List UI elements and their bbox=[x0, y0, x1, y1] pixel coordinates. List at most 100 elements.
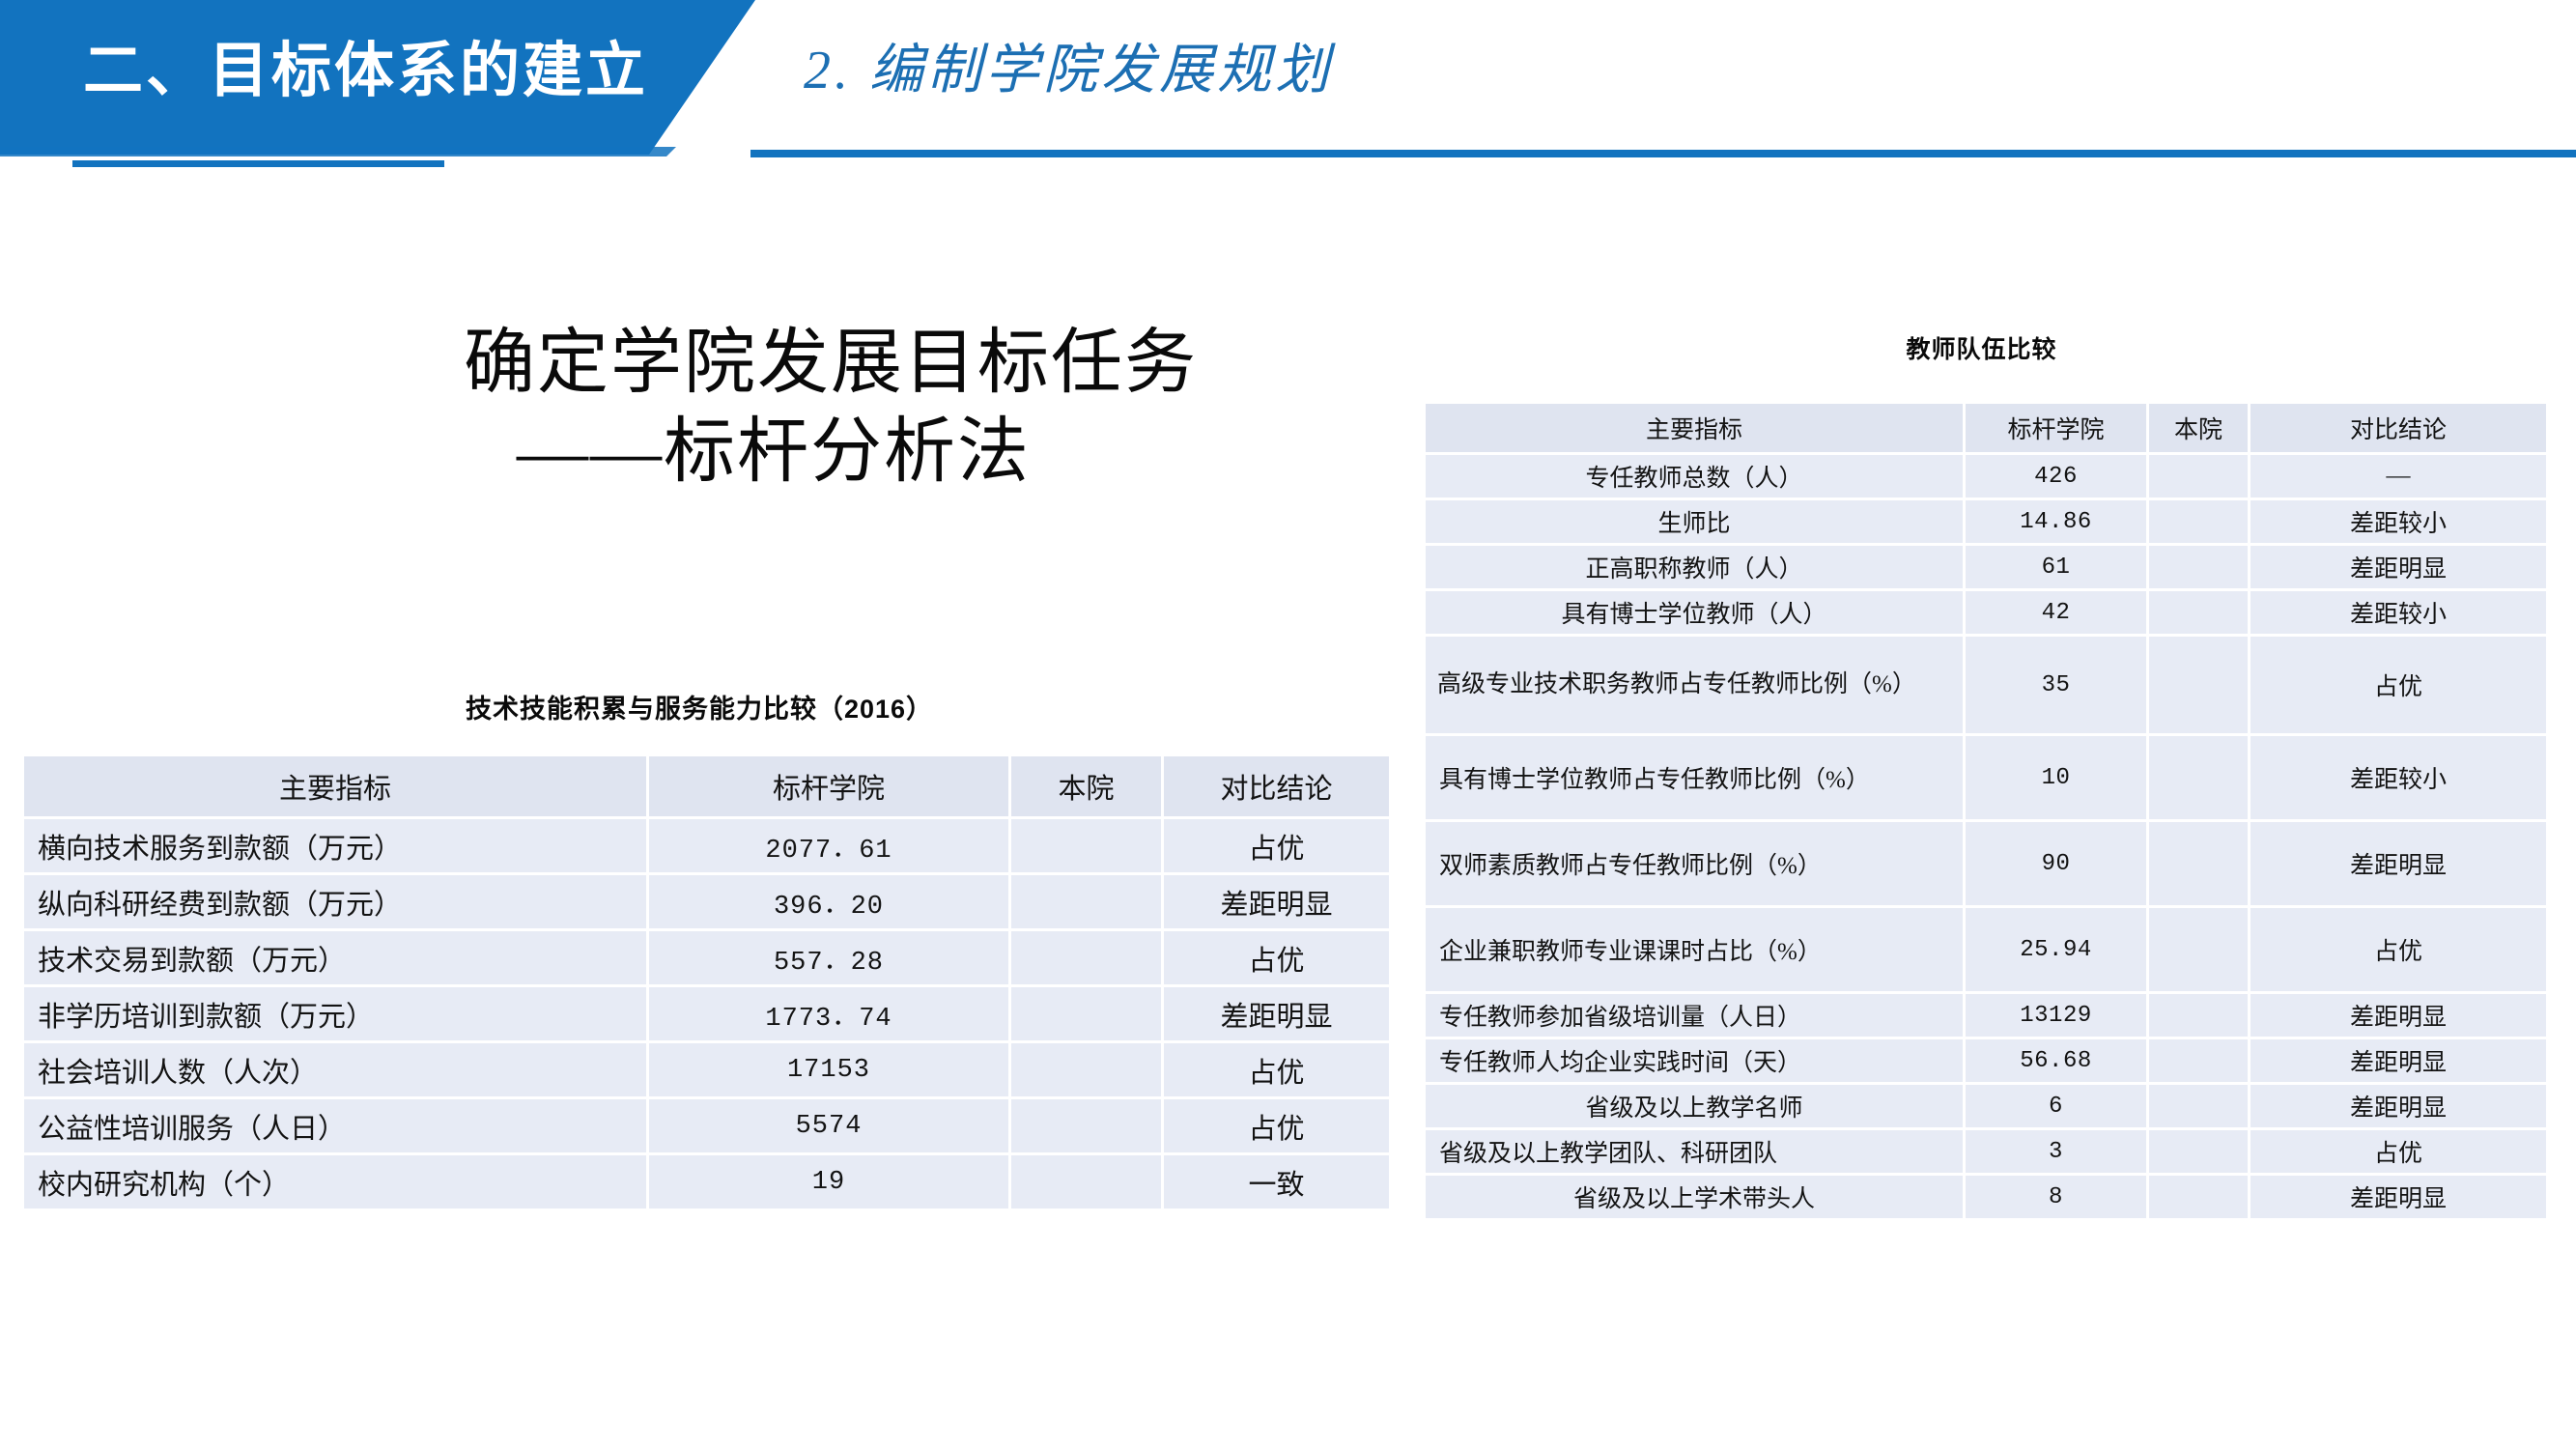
cell-benchmark-value: 5574 bbox=[649, 1099, 1008, 1152]
table-row: 公益性培训服务（人日） 5574 占优 bbox=[24, 1099, 1389, 1152]
table-row: 省级及以上教学名师 6 差距明显 bbox=[1426, 1085, 2546, 1127]
subsection-title: 2. 编制学院发展规划 bbox=[804, 41, 1333, 100]
cell-indicator: 双师素质教师占专任教师比例（%） bbox=[1426, 822, 1963, 905]
page-title-line2: ——标杆分析法 bbox=[517, 412, 1031, 492]
cell-own-value bbox=[1011, 1043, 1161, 1096]
cell-indicator: 专任教师参加省级培训量（人日） bbox=[1426, 994, 1963, 1037]
technical-service-comparison-table: 主要指标 标杆学院 本院 对比结论 横向技术服务到款额（万元） 2077．61 占优… bbox=[21, 753, 1392, 1211]
col-indicator: 主要指标 bbox=[24, 756, 646, 816]
table-row: 正高职称教师（人） 61 差距明显 bbox=[1426, 546, 2546, 588]
table-row: 具有博士学位教师（人） 42 差距较小 bbox=[1426, 591, 2546, 634]
cell-benchmark-value: 17153 bbox=[649, 1043, 1008, 1096]
cell-own-value bbox=[2149, 1039, 2248, 1082]
table-row: 省级及以上教学团队、科研团队 3 占优 bbox=[1426, 1130, 2546, 1173]
table-header-row: 主要指标 标杆学院 本院 对比结论 bbox=[1426, 404, 2546, 452]
table-row: 高级专业技术职务教师占专任教师比例（%） 35 占优 bbox=[1426, 637, 2546, 733]
cell-benchmark-value: 42 bbox=[1966, 591, 2146, 634]
cell-indicator: 专任教师总数（人） bbox=[1426, 455, 1963, 498]
table-row: 企业兼职教师专业课课时占比（%） 25.94 占优 bbox=[1426, 908, 2546, 991]
cell-own-value bbox=[2149, 500, 2248, 543]
cell-conclusion: — bbox=[2250, 455, 2546, 498]
cell-own-value bbox=[1011, 1099, 1161, 1152]
cell-own-value bbox=[2149, 908, 2248, 991]
cell-benchmark-value: 1773．74 bbox=[649, 987, 1008, 1040]
table-row: 非学历培训到款额（万元） 1773．74 差距明显 bbox=[24, 987, 1389, 1040]
cell-benchmark-value: 19 bbox=[649, 1155, 1008, 1208]
header-underline-right bbox=[750, 150, 2576, 157]
cell-benchmark-value: 426 bbox=[1966, 455, 2146, 498]
cell-own-value bbox=[2149, 591, 2248, 634]
col-own: 本院 bbox=[1011, 756, 1161, 816]
table-row: 校内研究机构（个） 19 一致 bbox=[24, 1155, 1389, 1208]
page-title-line1: 确定学院发展目标任务 bbox=[464, 324, 1198, 403]
cell-conclusion: 差距较小 bbox=[2250, 736, 2546, 819]
table-header-row: 主要指标 标杆学院 本院 对比结论 bbox=[24, 756, 1389, 816]
table-row: 横向技术服务到款额（万元） 2077．61 占优 bbox=[24, 819, 1389, 872]
cell-benchmark-value: 396．20 bbox=[649, 875, 1008, 928]
cell-benchmark-value: 3 bbox=[1966, 1130, 2146, 1173]
cell-benchmark-value: 56.68 bbox=[1966, 1039, 2146, 1082]
faculty-comparison-table: 主要指标 标杆学院 本院 对比结论 专任教师总数（人） 426— 生师比 14.86 差… bbox=[1423, 401, 2549, 1221]
cell-benchmark-value: 6 bbox=[1966, 1085, 2146, 1127]
cell-indicator: 省级及以上学术带头人 bbox=[1426, 1176, 1963, 1218]
cell-indicator: 正高职称教师（人） bbox=[1426, 546, 1963, 588]
col-conclusion: 对比结论 bbox=[1164, 756, 1389, 816]
table-row: 生师比 14.86 差距较小 bbox=[1426, 500, 2546, 543]
table-row: 社会培训人数（人次） 17153 占优 bbox=[24, 1043, 1389, 1096]
cell-indicator: 公益性培训服务（人日） bbox=[24, 1099, 646, 1152]
cell-indicator: 技术交易到款额（万元） bbox=[24, 931, 646, 984]
header-band-shadow bbox=[0, 147, 676, 156]
cell-conclusion: 占优 bbox=[2250, 637, 2546, 733]
cell-conclusion: 差距明显 bbox=[2250, 1176, 2546, 1218]
col-indicator: 主要指标 bbox=[1426, 404, 1963, 452]
cell-benchmark-value: 10 bbox=[1966, 736, 2146, 819]
cell-benchmark-value: 90 bbox=[1966, 822, 2146, 905]
right-table-caption: 教师队伍比较 bbox=[1906, 336, 2057, 363]
cell-own-value bbox=[2149, 1176, 2248, 1218]
cell-indicator: 具有博士学位教师（人） bbox=[1426, 591, 1963, 634]
header-underline-left bbox=[72, 160, 444, 167]
cell-conclusion: 差距明显 bbox=[2250, 994, 2546, 1037]
cell-conclusion: 差距较小 bbox=[2250, 591, 2546, 634]
cell-benchmark-value: 557．28 bbox=[649, 931, 1008, 984]
cell-conclusion: 占优 bbox=[1164, 1099, 1389, 1152]
cell-indicator: 省级及以上教学名师 bbox=[1426, 1085, 1963, 1127]
cell-indicator: 纵向科研经费到款额（万元） bbox=[24, 875, 646, 928]
cell-indicator: 社会培训人数（人次） bbox=[24, 1043, 646, 1096]
cell-conclusion: 差距明显 bbox=[1164, 875, 1389, 928]
cell-own-value bbox=[1011, 987, 1161, 1040]
cell-conclusion: 占优 bbox=[1164, 819, 1389, 872]
page-title: 确定学院发展目标任务 ——标杆分析法 bbox=[367, 319, 1294, 497]
cell-own-value bbox=[2149, 1130, 2248, 1173]
cell-conclusion: 占优 bbox=[2250, 1130, 2546, 1173]
col-own: 本院 bbox=[2149, 404, 2248, 452]
cell-own-value bbox=[2149, 822, 2248, 905]
cell-conclusion: 占优 bbox=[2250, 908, 2546, 991]
cell-own-value bbox=[2149, 736, 2248, 819]
cell-own-value bbox=[2149, 637, 2248, 733]
cell-indicator: 具有博士学位教师占专任教师比例（%） bbox=[1426, 736, 1963, 819]
cell-benchmark-value: 13129 bbox=[1966, 994, 2146, 1037]
cell-conclusion: 差距明显 bbox=[2250, 1039, 2546, 1082]
cell-benchmark-value: 14.86 bbox=[1966, 500, 2146, 543]
cell-own-value bbox=[1011, 931, 1161, 984]
section-title: 二、目标体系的建立 bbox=[83, 38, 649, 104]
table-row: 省级及以上学术带头人 8 差距明显 bbox=[1426, 1176, 2546, 1218]
cell-own-value bbox=[2149, 1085, 2248, 1127]
left-table-caption: 技术技能积累与服务能力比较（2016） bbox=[465, 695, 934, 724]
cell-benchmark-value: 2077．61 bbox=[649, 819, 1008, 872]
table-row: 专任教师总数（人） 426 — bbox=[1426, 455, 2546, 498]
cell-conclusion: 一致 bbox=[1164, 1155, 1389, 1208]
cell-own-value bbox=[1011, 1155, 1161, 1208]
cell-benchmark-value: 61 bbox=[1966, 546, 2146, 588]
cell-indicator: 省级及以上教学团队、科研团队 bbox=[1426, 1130, 1963, 1173]
col-benchmark: 标杆学院 bbox=[1966, 404, 2146, 452]
cell-own-value bbox=[1011, 819, 1161, 872]
cell-own-value bbox=[1011, 875, 1161, 928]
table-row: 纵向科研经费到款额（万元） 396．20 差距明显 bbox=[24, 875, 1389, 928]
cell-indicator: 校内研究机构（个） bbox=[24, 1155, 646, 1208]
table-row: 专任教师人均企业实践时间（天） 56.68 差距明显 bbox=[1426, 1039, 2546, 1082]
table-row: 技术交易到款额（万元） 557．28 占优 bbox=[24, 931, 1389, 984]
col-benchmark: 标杆学院 bbox=[649, 756, 1008, 816]
